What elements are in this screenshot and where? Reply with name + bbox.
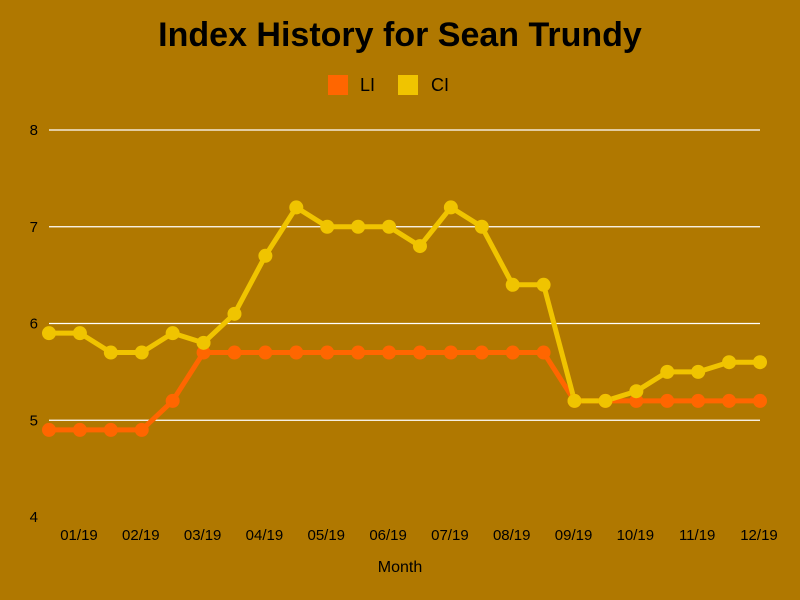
data-point-ci xyxy=(351,219,366,234)
data-point-ci xyxy=(134,345,149,360)
series-lines xyxy=(49,204,760,433)
data-point-li xyxy=(72,422,87,437)
data-point-ci xyxy=(165,326,180,341)
legend-swatch-ci xyxy=(398,75,418,95)
chart-title: Index History for Sean Trundy xyxy=(158,16,642,54)
data-point-ci xyxy=(505,277,520,292)
data-point-li xyxy=(103,422,118,437)
data-point-li xyxy=(134,422,149,437)
data-point-ci xyxy=(660,364,675,379)
legend-label-ci: CI xyxy=(431,75,449,95)
data-point-li xyxy=(258,345,273,360)
data-point-li xyxy=(227,345,242,360)
series-line-li xyxy=(49,350,760,433)
data-point-ci xyxy=(691,364,706,379)
data-point-ci xyxy=(196,335,211,350)
series-points xyxy=(42,200,767,437)
data-point-ci xyxy=(567,393,582,408)
data-point-li xyxy=(443,345,458,360)
y-tick-label: 8 xyxy=(30,122,38,139)
data-point-li xyxy=(165,393,180,408)
data-point-li xyxy=(660,393,675,408)
y-tick-label: 5 xyxy=(30,412,38,429)
x-tick-label: 05/19 xyxy=(307,527,345,544)
data-point-ci xyxy=(536,277,551,292)
data-point-li xyxy=(351,345,366,360)
data-point-li xyxy=(474,345,489,360)
data-point-li xyxy=(196,345,211,360)
data-point-li xyxy=(629,393,644,408)
x-axis-title: Month xyxy=(378,559,422,576)
data-point-li xyxy=(289,345,304,360)
data-point-ci xyxy=(629,384,644,399)
x-tick-label: 08/19 xyxy=(493,527,531,544)
x-tick-label: 06/19 xyxy=(369,527,407,544)
x-axis-ticks: 01/19 02/19 03/19 04/19 05/19 06/19 07/19 08/19… xyxy=(60,527,778,544)
x-tick-label: 03/19 xyxy=(184,527,222,544)
legend-swatch-li xyxy=(328,75,348,95)
x-tick-label: 11/19 xyxy=(679,527,715,544)
data-point-li xyxy=(691,393,706,408)
data-point-ci xyxy=(320,219,335,234)
data-point-ci xyxy=(412,239,427,254)
data-point-li xyxy=(382,345,397,360)
x-tick-label: 10/19 xyxy=(617,527,655,544)
data-point-li xyxy=(722,393,737,408)
data-point-ci xyxy=(72,326,87,341)
data-point-li xyxy=(42,422,56,437)
data-point-ci xyxy=(443,200,458,215)
data-point-ci xyxy=(382,219,397,234)
data-point-ci xyxy=(103,345,118,360)
data-point-ci xyxy=(753,355,767,370)
x-tick-label: 04/19 xyxy=(246,527,284,544)
data-point-li xyxy=(505,345,520,360)
x-tick-label: 09/19 xyxy=(555,527,593,544)
series-line-ci xyxy=(49,204,760,404)
data-point-li xyxy=(412,345,427,360)
y-axis-ticks: 4 5 6 7 8 xyxy=(30,122,38,526)
x-tick-label: 07/19 xyxy=(431,527,469,544)
data-point-ci xyxy=(598,393,613,408)
data-point-ci xyxy=(474,219,489,234)
data-point-ci xyxy=(289,200,304,215)
x-tick-label: 12/19 xyxy=(740,527,778,544)
data-point-li xyxy=(753,393,767,408)
y-tick-label: 6 xyxy=(30,316,38,333)
data-point-ci xyxy=(227,306,242,321)
data-point-li xyxy=(536,345,551,360)
legend: LI CI xyxy=(328,75,449,95)
data-point-li xyxy=(320,345,335,360)
data-point-ci xyxy=(722,355,737,370)
data-point-ci xyxy=(258,248,273,263)
y-tick-label: 4 xyxy=(30,509,38,526)
legend-label-li: LI xyxy=(360,75,375,95)
data-point-ci xyxy=(42,326,56,341)
x-tick-label: 02/19 xyxy=(122,527,160,544)
gridlines xyxy=(49,129,760,421)
x-tick-label: 01/19 xyxy=(60,527,98,544)
y-tick-label: 7 xyxy=(30,219,38,236)
